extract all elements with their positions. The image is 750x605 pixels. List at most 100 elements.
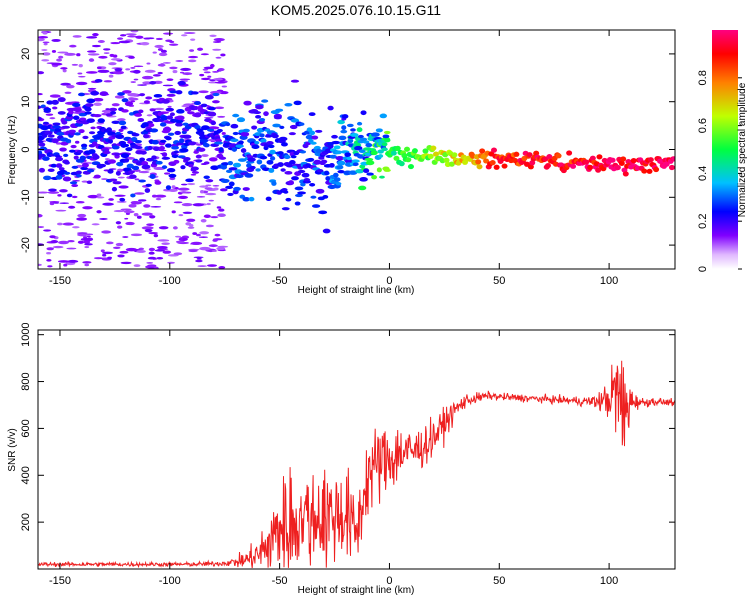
spectrogram-cell — [327, 105, 334, 111]
spectrogram-cell — [333, 145, 341, 150]
spectrogram-y-tick-label: 10 — [20, 96, 32, 108]
spectrogram-cell — [451, 152, 458, 158]
spectrogram-speckle — [130, 30, 139, 33]
spectrogram-speckle — [84, 245, 90, 249]
spectrogram-cell — [232, 113, 240, 118]
spectrogram-cell — [275, 108, 284, 112]
spectrogram-cell — [293, 100, 302, 106]
spectrogram-speckle — [169, 177, 176, 181]
spectrogram-cell — [86, 180, 93, 185]
spectrogram-cell — [366, 172, 374, 176]
spectrogram-cell — [271, 181, 277, 186]
colorbar-label: Normalized spectral amplitude — [737, 82, 748, 217]
snr-y-label: SNR (v/v) — [7, 428, 18, 471]
spectrogram-cell — [75, 170, 82, 175]
spectrogram-cell — [271, 133, 279, 139]
spectrogram-cell — [379, 175, 385, 179]
spectrogram-speckle — [183, 31, 196, 35]
spectrogram-cell — [92, 154, 100, 160]
spectrogram-speckle — [114, 95, 125, 99]
spectrogram-speckle — [214, 81, 226, 84]
spectrogram-speckle — [179, 71, 185, 74]
spectrogram-speckle — [111, 58, 122, 61]
spectrogram-cell — [337, 119, 345, 125]
spectrogram-speckle — [130, 81, 136, 83]
spectrogram-cell — [333, 172, 339, 178]
spectrogram-speckle — [38, 213, 43, 218]
spectrogram-speckle — [58, 55, 64, 59]
spectrogram-speckle — [60, 67, 68, 70]
spectrogram-y-tick-label: 0 — [20, 146, 32, 152]
spectrogram-cell — [331, 140, 341, 145]
spectrogram-speckle — [134, 178, 140, 181]
spectrogram-cell — [57, 97, 66, 103]
spectrogram-cell — [74, 132, 81, 136]
spectrogram-speckle — [198, 236, 208, 239]
spectrogram-speckle — [162, 84, 174, 87]
spectrogram-cell — [38, 140, 44, 144]
spectrogram-cell — [411, 148, 418, 154]
spectrogram-speckle — [218, 208, 225, 212]
spectrogram-cell — [379, 113, 388, 119]
spectrogram-speckle — [181, 105, 190, 108]
spectrogram-speckle — [71, 184, 79, 188]
spectrogram-cell — [285, 164, 294, 168]
spectrogram-speckle — [75, 200, 85, 204]
spectrogram-speckle — [173, 201, 183, 204]
spectrogram-cell — [171, 154, 179, 159]
spectrogram-speckle — [57, 194, 62, 197]
spectrogram-speckle — [102, 253, 107, 257]
spectrogram-speckle — [46, 258, 52, 262]
spectrogram-speckle — [85, 71, 98, 74]
spectrogram-cell — [329, 154, 337, 159]
spectrogram-speckle — [181, 203, 193, 207]
spectrogram-cell — [174, 130, 182, 136]
spectrogram-speckle — [109, 53, 115, 58]
spectrogram-cell — [193, 150, 199, 154]
spectrogram-speckle — [122, 236, 129, 238]
spectrogram-speckle — [49, 201, 55, 206]
spectrogram-speckle — [90, 126, 96, 130]
spectrogram-speckle — [52, 245, 64, 249]
spectrogram-cell — [262, 167, 270, 172]
spectrogram-speckle — [108, 198, 114, 201]
spectrogram-speckle — [117, 254, 125, 258]
spectrogram-cell — [284, 171, 293, 175]
spectrogram-speckle — [49, 117, 56, 120]
spectrogram-cell — [59, 147, 67, 152]
spectrogram-cell — [587, 164, 594, 170]
spectrogram-speckle — [136, 249, 146, 253]
spectrogram-cell — [144, 188, 151, 193]
spectrogram-cell — [272, 123, 281, 128]
snr-x-tick-label: 100 — [600, 575, 618, 587]
spectrogram-cell — [41, 133, 48, 138]
spectrogram-cell — [84, 107, 92, 112]
spectrogram-cell — [622, 171, 629, 177]
spectrogram-cell — [265, 196, 272, 202]
spectrogram-cell — [232, 162, 242, 168]
colorbar: 0 0.2 0.4 0.6 0.8 Normalized spectral amplit… — [697, 30, 748, 272]
spectrogram-cell — [261, 99, 269, 103]
spectrogram-cell — [42, 156, 50, 161]
spectrogram-cell — [383, 168, 391, 172]
spectrogram-speckle — [152, 51, 157, 54]
spectrogram-cell — [120, 153, 130, 159]
spectrogram-cell — [555, 153, 562, 159]
spectrogram-speckle — [118, 40, 131, 44]
spectrogram-cell — [596, 154, 603, 160]
spectrogram-speckle — [122, 90, 132, 94]
spectrogram-speckle — [56, 222, 63, 226]
figure-title: KOM5.2025.076.10.15.G11 — [271, 2, 441, 18]
spectrogram-cell — [352, 162, 359, 167]
spectrogram-speckle — [115, 221, 122, 225]
spectrogram-cell — [117, 92, 125, 96]
spectrogram-cell — [371, 174, 378, 180]
spectrogram-cell — [227, 192, 234, 196]
spectrogram-cell — [106, 127, 112, 133]
spectrogram-cell — [405, 157, 412, 163]
spectrogram-cell — [218, 156, 227, 160]
spectrogram-cell — [310, 141, 317, 145]
spectrogram-speckle — [51, 62, 63, 66]
spectrogram-cell — [307, 157, 315, 162]
spectrogram-cell — [378, 154, 384, 158]
